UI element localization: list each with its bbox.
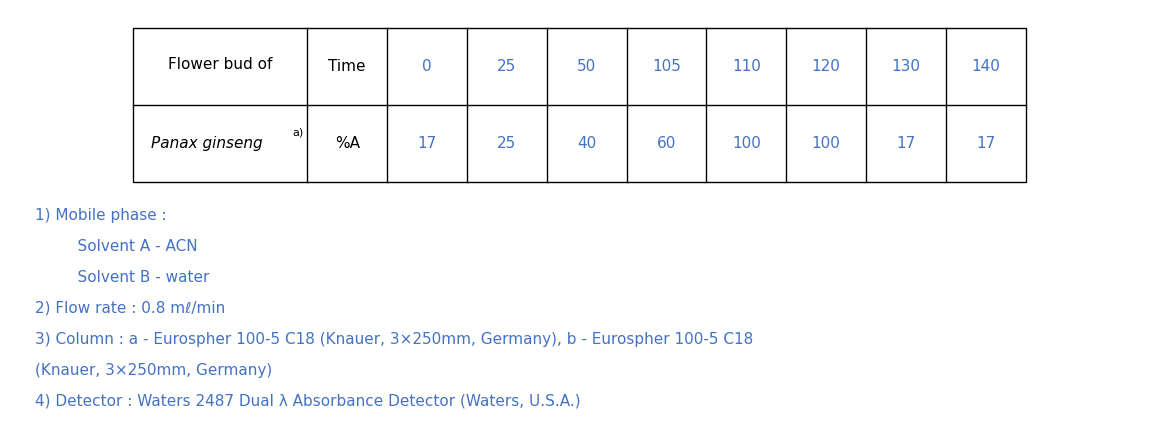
Text: Flower bud of: Flower bud of [168, 57, 272, 72]
Text: 140: 140 [971, 59, 1000, 74]
Text: 25: 25 [497, 136, 517, 151]
Text: %A: %A [335, 136, 359, 151]
Text: 25: 25 [497, 59, 517, 74]
Text: Time: Time [328, 59, 366, 74]
Text: 0: 0 [422, 59, 432, 74]
Text: 50: 50 [577, 59, 597, 74]
Text: 1) Mobile phase :: 1) Mobile phase : [35, 208, 167, 223]
Text: 17: 17 [976, 136, 996, 151]
Text: 4) Detector : Waters 2487 Dual λ Absorbance Detector (Waters, U.S.A.): 4) Detector : Waters 2487 Dual λ Absorba… [35, 393, 581, 408]
Text: 60: 60 [657, 136, 676, 151]
Text: 17: 17 [896, 136, 916, 151]
Text: Solvent A - ACN: Solvent A - ACN [58, 239, 197, 254]
Text: 2) Flow rate : 0.8 mℓ/min: 2) Flow rate : 0.8 mℓ/min [35, 301, 225, 316]
Text: (Knauer, 3×250mm, Germany): (Knauer, 3×250mm, Germany) [35, 363, 272, 378]
Text: 17: 17 [417, 136, 437, 151]
Text: 110: 110 [731, 59, 760, 74]
Text: Solvent B - water: Solvent B - water [58, 270, 210, 285]
Text: 100: 100 [811, 136, 840, 151]
Text: 120: 120 [811, 59, 840, 74]
Bar [133, 28, 1026, 182]
Text: 40: 40 [577, 136, 597, 151]
Text: 130: 130 [891, 59, 920, 74]
Text: 100: 100 [731, 136, 760, 151]
Text: 105: 105 [653, 59, 681, 74]
Text: Panax ginseng: Panax ginseng [151, 136, 262, 151]
Text: 3) Column : a - Eurospher 100-5 C18 (Knauer, 3×250mm, Germany), b - Eurospher 10: 3) Column : a - Eurospher 100-5 C18 (Kna… [35, 332, 753, 347]
Text: a): a) [292, 128, 304, 138]
